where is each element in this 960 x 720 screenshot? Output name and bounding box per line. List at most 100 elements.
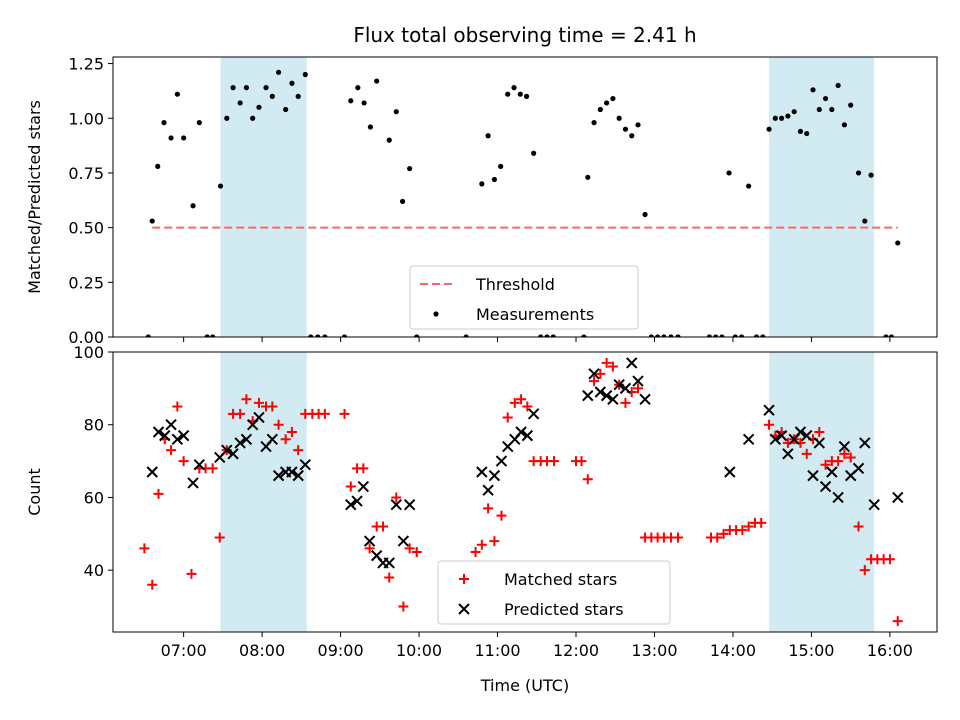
measurements-point	[597, 106, 603, 113]
measurements-point	[161, 120, 167, 126]
measurements-point	[399, 198, 406, 204]
predicted-stars-point	[390, 499, 403, 511]
measurements-point	[772, 115, 778, 121]
measurements-point	[414, 334, 420, 337]
y-tick-label: 0.25	[68, 273, 104, 292]
matched-stars-point	[839, 448, 850, 459]
measurements-point	[816, 106, 822, 113]
measurements-point	[341, 334, 348, 337]
measurements-point	[315, 334, 321, 337]
measurements-point	[895, 240, 901, 246]
predicted-stars-point	[594, 386, 607, 398]
measurements-point	[655, 334, 661, 337]
y-tick-label: 0.50	[68, 219, 104, 238]
measurements-point	[616, 115, 622, 121]
matched-stars-point	[633, 383, 644, 394]
measurements-point	[485, 133, 491, 139]
y-tick-label: 1.25	[68, 55, 104, 74]
predicted-stars-point	[345, 499, 357, 511]
matched-stars-point	[339, 408, 350, 419]
chart-title: Flux total observing time = 2.41 h	[353, 23, 696, 47]
measurements-point	[145, 334, 151, 337]
measurements-point	[822, 95, 829, 102]
x-axis-title: Time (UTC)	[480, 676, 569, 695]
predicted-stars-point	[234, 437, 246, 449]
predicted-stars-point	[482, 484, 494, 496]
matched-stars-point	[756, 517, 767, 528]
measurements-point	[726, 170, 732, 176]
measurements-point	[635, 122, 641, 128]
matched-stars-point	[172, 401, 183, 412]
measurements-point	[491, 176, 497, 183]
matched-stars-point	[516, 394, 527, 405]
measurements-point	[322, 334, 328, 337]
matched-stars-point	[483, 503, 494, 514]
ratio-frame	[112, 56, 938, 338]
measurements-point	[538, 334, 544, 337]
measurements-point	[463, 334, 469, 337]
predicted-stars-point	[515, 426, 527, 438]
ratio-data	[145, 69, 901, 337]
predicted-stars-point	[187, 477, 199, 489]
measurements-point	[181, 135, 187, 141]
legend-label: Threshold	[475, 275, 555, 294]
measurements-point	[581, 334, 587, 337]
measurements-point	[848, 102, 854, 108]
matched-stars-point	[620, 397, 631, 408]
predicted-stars-point	[527, 408, 540, 420]
matched-stars-point	[345, 481, 356, 492]
measurements-point	[498, 163, 504, 169]
predicted-stars-point	[286, 466, 298, 478]
measurements-point	[230, 85, 236, 91]
matched-stars-point	[892, 616, 903, 627]
measurements-point	[250, 115, 256, 121]
measurements-point	[523, 93, 530, 99]
predicted-stars-point	[357, 480, 370, 493]
matched-stars-point	[286, 427, 297, 437]
predicted-stars-point	[632, 375, 644, 387]
matched-stars-point	[576, 456, 587, 467]
measurements-point	[550, 334, 556, 337]
matched-stars-point	[833, 456, 844, 467]
predicted-stars-point	[521, 429, 534, 442]
measurements-point	[479, 181, 485, 187]
y-tick-label: 0.75	[68, 164, 104, 183]
measurements-point	[862, 218, 868, 224]
predicted-stars-point	[227, 448, 239, 460]
legend-label: Matched stars	[504, 570, 617, 589]
legend-swatch	[458, 603, 470, 615]
measurements-point	[706, 334, 713, 337]
matched-stars-point	[166, 445, 177, 456]
predicted-stars-point	[403, 499, 416, 511]
measurements-point	[348, 98, 354, 104]
predicted-stars-point	[769, 433, 782, 445]
matched-stars-point	[377, 521, 388, 532]
predicted-stars-point	[351, 495, 363, 507]
measurements-point	[155, 163, 161, 169]
measurements-point	[531, 150, 537, 156]
matched-stars-point	[820, 459, 831, 470]
legend-swatch	[433, 311, 439, 317]
predicted-stars-point	[193, 459, 206, 471]
measurements-point	[407, 165, 413, 172]
measurements-point	[585, 174, 591, 180]
measurements-point	[622, 126, 629, 132]
measurements-point	[361, 100, 367, 106]
predicted-stars-point	[613, 379, 625, 391]
predicted-stars-point	[588, 368, 600, 380]
matched-stars-point	[235, 408, 246, 419]
x-tick-label: 10:00	[396, 641, 442, 660]
predicted-stars-point	[607, 393, 619, 405]
predicted-stars-point	[165, 419, 177, 431]
measurements-point	[797, 128, 804, 134]
measurements-point	[393, 109, 399, 115]
matched-stars-point	[582, 474, 593, 485]
predicted-stars-point	[801, 429, 813, 442]
predicted-stars-point	[495, 455, 508, 467]
matched-stars-point	[589, 376, 600, 387]
legend-frame	[437, 560, 671, 625]
measurements-point	[190, 203, 196, 209]
matched-stars-point	[253, 397, 264, 408]
measurements-point	[868, 172, 874, 178]
matched-stars-point	[845, 452, 856, 463]
